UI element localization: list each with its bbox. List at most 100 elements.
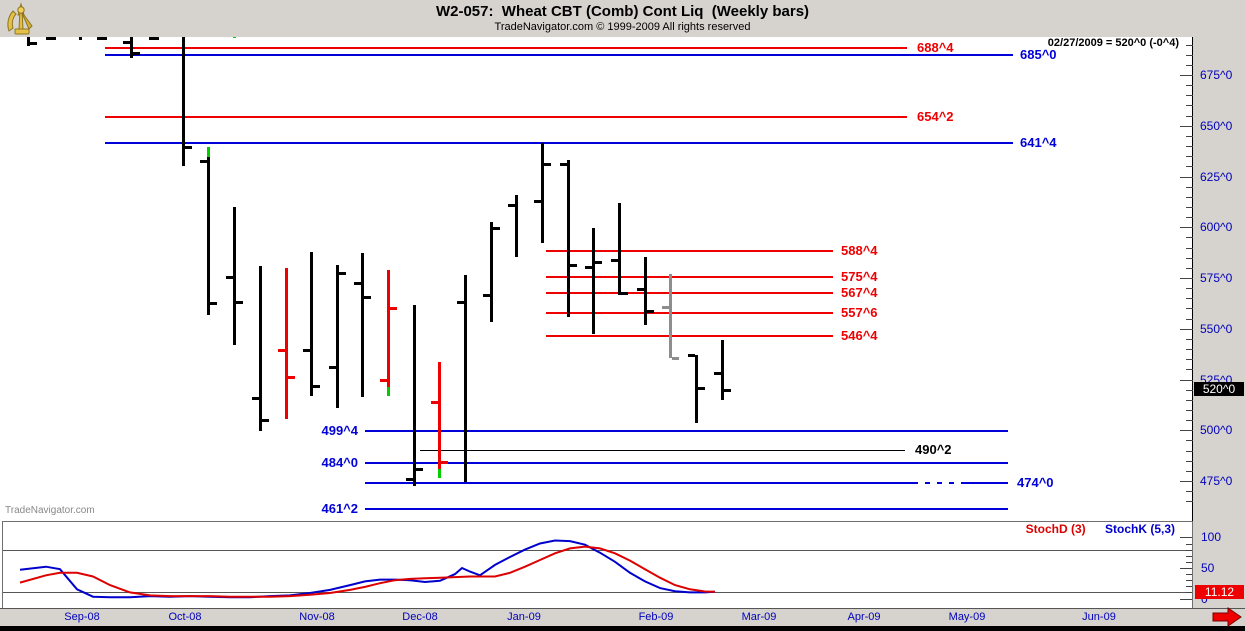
bar-open-tick (688, 354, 695, 358)
price-axis-tick (1186, 206, 1193, 208)
price-level-label: 575^4 (841, 268, 878, 284)
price-bar (336, 264, 339, 408)
date-axis-label: Feb-09 (638, 611, 674, 623)
price-level-label: 499^4 (321, 423, 358, 439)
date-axis-label: Sep-08 (64, 611, 100, 623)
bar-close-tick (544, 163, 551, 167)
bottom-black-bar (0, 626, 1245, 631)
price-axis-tick (1186, 186, 1193, 188)
price-level-line (546, 312, 833, 315)
bar-close-tick (390, 307, 397, 311)
date-axis-label: Mar-09 (741, 611, 777, 623)
price-axis-tick (1186, 135, 1193, 137)
price-bar (413, 305, 416, 487)
price-bar (541, 143, 544, 244)
price-axis-tick (1180, 430, 1193, 432)
price-level-line (365, 430, 1008, 433)
bar-close-tick (647, 310, 654, 314)
bar-open-tick (560, 163, 567, 167)
bar-close-tick (313, 384, 320, 388)
price-level-line (105, 142, 1013, 144)
price-axis-tick (1186, 420, 1193, 422)
chart-title: W2-057: Wheat CBT (Comb) Cont Liq (Weekl… (435, 3, 810, 20)
stoch-axis-tick (1180, 567, 1193, 569)
price-axis-tick (1186, 389, 1193, 391)
stoch-axis-label: 50 (1201, 560, 1215, 575)
price-axis-tick (1186, 54, 1193, 56)
price-axis-tick (1186, 440, 1193, 442)
price-bar (438, 362, 441, 469)
price-axis-tick (1186, 288, 1193, 290)
bar-green-mark (207, 147, 210, 158)
stoch-axis-tick (1186, 555, 1193, 557)
price-bar (27, 36, 30, 46)
bar-close-tick (493, 227, 500, 231)
price-level-line (105, 116, 907, 119)
bar-open-tick (354, 282, 361, 286)
price-axis-label: 675^0 (1200, 68, 1233, 82)
bar-open-tick (46, 37, 53, 41)
price-bar (285, 267, 288, 420)
stoch-axis-tick (1186, 561, 1193, 563)
tradenavigator-logo-icon (4, 2, 38, 41)
price-axis-label: 625^0 (1200, 169, 1233, 184)
bar-close-tick (30, 41, 37, 45)
price-axis-label: 575^0 (1200, 271, 1233, 285)
price-axis-tick (1186, 460, 1193, 462)
price-bar (156, 37, 159, 41)
price-axis-tick (1186, 166, 1193, 168)
price-axis-tick (1186, 196, 1193, 198)
price-axis-tick (1186, 105, 1193, 107)
price-axis-label: 550^0 (1200, 321, 1233, 336)
price-level-label: 557^6 (841, 305, 878, 321)
stoch-axis-tick (1180, 598, 1193, 600)
date-axis-label: Dec-08 (402, 611, 438, 623)
stochastic-legend: StochD (3) StochK (5,3) (1010, 522, 1175, 536)
price-level-label: 641^4 (1020, 135, 1057, 150)
bar-open-tick (380, 378, 387, 382)
bar-close-tick (339, 271, 346, 275)
price-axis-tick (1186, 450, 1193, 452)
price-level-line-dashes (913, 482, 962, 485)
bar-open-tick (483, 294, 490, 298)
bar-open-tick (329, 366, 336, 370)
price-level-label: 484^0 (321, 454, 358, 470)
price-level-label: 474^0 (1017, 475, 1054, 491)
price-axis-label: 600^0 (1200, 220, 1233, 235)
bar-close-tick (698, 386, 705, 390)
stoch-curve-d (19, 545, 716, 598)
bar-open-tick (252, 396, 259, 400)
price-level-line (546, 249, 833, 252)
price-axis-tick (1186, 267, 1193, 269)
bar-close-tick (364, 296, 371, 300)
stoch-axis-tick (1180, 537, 1193, 539)
stoch-axis-tick (1186, 574, 1193, 576)
price-axis-tick (1186, 318, 1193, 320)
price-axis-tick (1186, 491, 1193, 493)
price-axis-tick (1186, 64, 1193, 66)
price-bar (490, 222, 493, 322)
price-axis-tick (1186, 217, 1193, 219)
bar-close-tick (621, 292, 628, 296)
price-axis-tick (1180, 176, 1193, 178)
price-bar (592, 228, 595, 334)
bar-open-tick (457, 301, 464, 305)
bar-close-tick (133, 51, 140, 55)
price-level-line (546, 275, 833, 278)
bar-close-tick (570, 263, 577, 267)
bar-open-tick (662, 306, 669, 310)
date-axis-label: May-09 (948, 611, 986, 623)
price-bar (515, 194, 518, 257)
stochd-legend-label: StochD (3) (1025, 522, 1086, 536)
price-bar (53, 37, 56, 41)
bar-open-tick (431, 400, 438, 404)
price-axis-tick (1186, 95, 1193, 97)
stoch-axis-tick (1186, 592, 1193, 594)
bar-close-tick (595, 260, 602, 264)
bar-open-tick (508, 203, 515, 207)
bar-close-tick (441, 460, 448, 464)
price-bar (387, 269, 390, 387)
last-price-badge: 520^0 (1194, 382, 1244, 396)
price-bar (669, 273, 672, 359)
bar-open-tick (226, 275, 233, 279)
